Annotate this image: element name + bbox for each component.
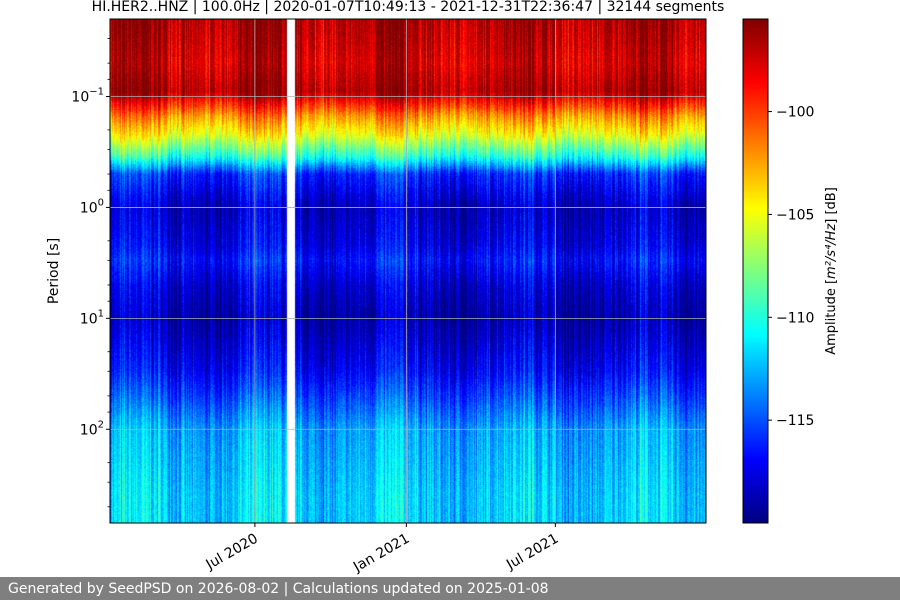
footer-text: Generated by SeedPSD on 2026-08-02 | Cal…: [8, 581, 549, 597]
x-axis: Jul 2020 Jan 2021 Jul 2021: [203, 523, 561, 576]
y-tick-label: 101: [80, 308, 104, 327]
x-tick-label: Jul 2021: [503, 531, 561, 574]
colorbar-tick-label: −110: [776, 310, 814, 326]
grid-lines: [110, 19, 706, 523]
footer-bar: Generated by SeedPSD on 2026-08-02 | Cal…: [0, 577, 900, 600]
y-axis-label: Period [s]: [46, 238, 62, 304]
colorbar-tick-label: −115: [776, 413, 814, 429]
colorbar-ticks: −100 −105 −110 −115: [768, 105, 814, 429]
chart-title: HI.HER2..HNZ | 100.0Hz | 2020-01-07T10:4…: [92, 0, 725, 15]
colorbar-frame: [742, 18, 769, 524]
x-tick-label: Jan 2021: [350, 531, 412, 576]
colorbar-gradient: [743, 19, 768, 523]
colorbar: −100 −105 −110 −115 Amplitude [m²/s⁴/Hz] [d…: [742, 18, 839, 524]
colorbar-tick-label: −100: [776, 105, 814, 121]
plot-frame: [109, 18, 707, 524]
y-tick-label: 10−1: [71, 87, 104, 106]
y-tick-label: 102: [80, 419, 104, 438]
heatmap-image: [110, 19, 706, 523]
colorbar-tick-label: −105: [776, 207, 814, 223]
y-tick-label: 100: [80, 197, 104, 216]
colorbar-label: Amplitude [m²/s⁴/Hz] [dB]: [824, 187, 839, 355]
plot-area: [109, 18, 707, 524]
y-axis: 10−1 100 101 102: [71, 38, 110, 508]
x-tick-label: Jul 2020: [203, 531, 261, 574]
